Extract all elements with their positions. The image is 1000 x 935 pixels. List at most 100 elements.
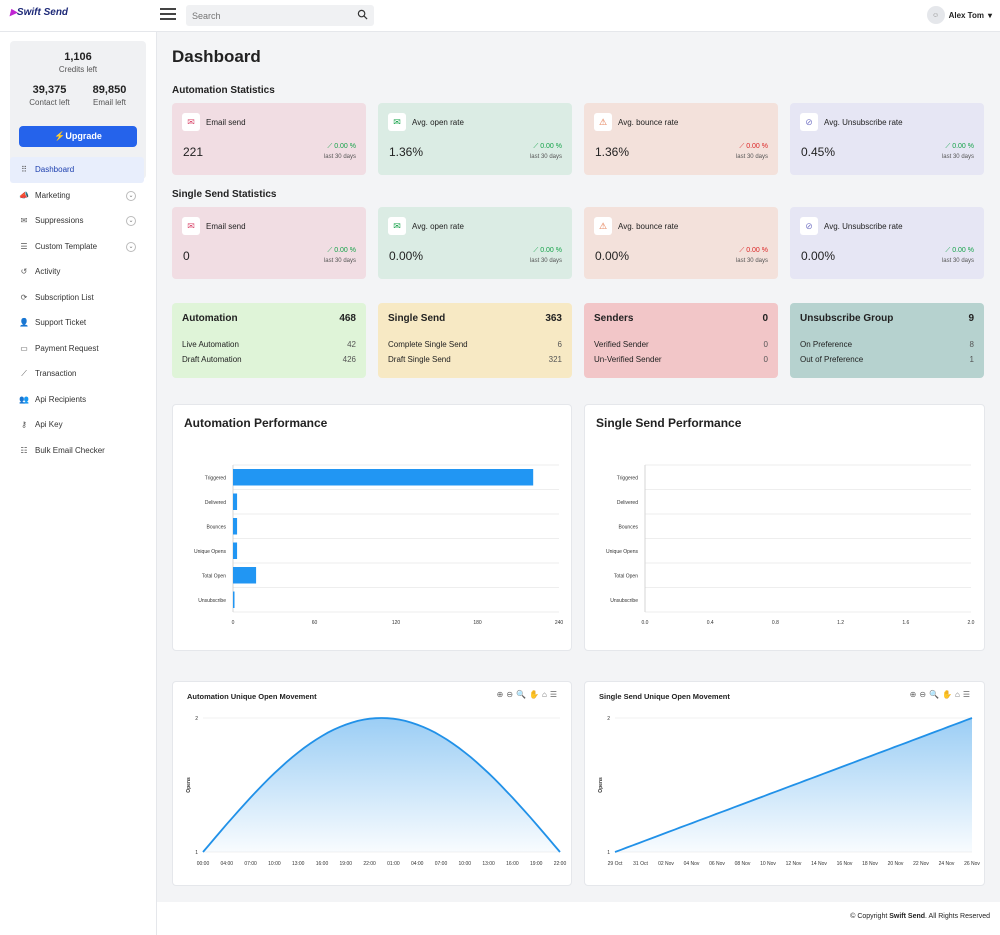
stat-change: ⟋ 0.00 %	[533, 143, 562, 151]
summary-v2: 1	[969, 355, 974, 364]
user-menu[interactable]: ☺ Alex Tom ▾	[926, 6, 992, 24]
credits-value: 1,106	[64, 51, 92, 63]
series-line[interactable]	[614, 717, 973, 853]
x-tick-label: 16:00	[316, 861, 329, 867]
sidebar-item-dashboard[interactable]: ⠿ Dashboard	[10, 157, 144, 183]
menu-toggle-icon[interactable]	[160, 8, 176, 22]
chevron-down-icon[interactable]: ⌄	[126, 216, 136, 226]
single-send-open-movement-card: Single Send Unique Open Movement ⊕ ⊖ 🔍 ✋ ⌂ ☰ …	[584, 681, 985, 886]
credits-panel: 1,106 Credits left 39,375 Contact left 8…	[10, 41, 146, 179]
sidebar-item-subscription-list[interactable]: ⟳ Subscription List	[10, 285, 144, 311]
sidebar-item-api-key[interactable]: ⚷ Api Key	[10, 412, 144, 438]
bolt-icon: ⚡	[54, 131, 66, 141]
stat-value: 1.36%	[595, 145, 630, 159]
x-tick-label: 60	[312, 620, 318, 626]
x-tick-label: 1.6	[902, 620, 909, 626]
stat-change-value: 0.00 %	[746, 143, 768, 150]
stat-change: ⟋ 0.00 %	[327, 143, 356, 151]
automation-open-movement-chart: 2 1 Opens 00:00 04:00 07:00 10:00 13:00 16:00 19:…	[186, 716, 566, 867]
home-icon[interactable]: ⌂	[954, 690, 960, 699]
chevron-down-icon[interactable]: ⌄	[126, 241, 136, 252]
sidebar-item-suppressions[interactable]: ✉ Suppressions ⌄	[10, 208, 144, 234]
y-tick-label: 1	[607, 850, 610, 856]
summary-r1: Verified Sender	[594, 340, 649, 349]
sidebar-item-label: Payment Request	[35, 343, 99, 353]
sidebar-item-custom-template[interactable]: ☰ Custom Template ⌄	[10, 234, 144, 260]
x-tick-label: 31 Oct	[633, 861, 648, 867]
zoom-in-icon[interactable]: ⊕	[909, 690, 917, 699]
menu-icon[interactable]: ☰	[549, 690, 557, 699]
stat-change: ⟋ 0.00 %	[739, 143, 768, 151]
category-label: Unique Opens	[194, 549, 226, 555]
sidebar-item-label: Transaction	[35, 369, 77, 379]
y-axis-label: Opens	[598, 777, 604, 793]
stat-change: ⟋ 0.00 %	[327, 247, 356, 255]
x-tick-label: 19:00	[340, 861, 353, 867]
sidebar-item-payment-request[interactable]: ▭ Payment Request	[10, 336, 144, 362]
bar[interactable]	[233, 567, 257, 584]
x-tick-label: 22 Nov	[913, 861, 929, 867]
home-icon[interactable]: ⌂	[541, 690, 547, 699]
logo[interactable]: ▶Swift Send	[10, 7, 68, 18]
caret-down-icon: ▾	[987, 10, 992, 20]
chevron-down-icon[interactable]: ⌄	[126, 190, 136, 201]
bar[interactable]	[233, 591, 235, 609]
sidebar-item-support-ticket[interactable]: 👤 Support Ticket	[10, 310, 144, 336]
summary-r1: On Preference	[800, 340, 853, 349]
email-left-label: Email left	[93, 98, 126, 107]
sidebar-item-label: Marketing	[35, 190, 71, 200]
stat-card: ✉ Email send 0 ⟋ 0.00 % last 30 days	[172, 207, 366, 279]
x-tick-label: 0.4	[707, 620, 714, 626]
sidebar-item-activity[interactable]: ↺ Activity	[10, 259, 144, 285]
logo-text: Swift Send	[16, 7, 69, 18]
bar[interactable]	[233, 518, 238, 535]
summary-v1: 8	[969, 340, 974, 349]
zoom-out-icon[interactable]: ⊖	[506, 690, 514, 699]
cycle-icon: ⟳	[20, 292, 28, 302]
x-tick-label: 18 Nov	[862, 861, 878, 867]
single-send-open-movement-chart: 2 1 Opens 29 Oct 31 Oct 02 Nov 04 Nov 06 Nov 08 …	[598, 716, 980, 867]
copyright-suffix: . All Rights Reserved	[925, 913, 990, 920]
stat-card: ✉ Email send 221 ⟋ 0.00 % last 30 days	[172, 103, 366, 175]
search-input[interactable]	[186, 5, 346, 26]
sidebar-item-bulk-email-checker[interactable]: ☷ Bulk Email Checker	[10, 438, 144, 464]
bar[interactable]	[233, 469, 534, 486]
footer: © Copyright Swift Send. All Rights Reser…	[157, 902, 1000, 935]
bar[interactable]	[233, 493, 238, 511]
sidebar-nav: ⠿ Dashboard 📣 Marketing ⌄ ✉ Suppressions ⌄ ☰ Cust…	[10, 157, 144, 463]
x-tick-label: 08 Nov	[735, 861, 751, 867]
x-tick-label: 19:00	[530, 861, 543, 867]
sidebar-item-transaction[interactable]: ⟋ Transaction	[10, 361, 144, 387]
avatar: ☺	[926, 6, 945, 24]
zoom-select-icon[interactable]: 🔍	[516, 690, 527, 699]
zoom-in-icon[interactable]: ⊕	[496, 690, 504, 699]
x-tick-label: 29 Oct	[608, 861, 623, 867]
sidebar-item-label: Dashboard	[35, 165, 75, 175]
single-send-open-movement-title: Single Send Unique Open Movement	[599, 692, 730, 701]
bar[interactable]	[233, 542, 238, 560]
contact-left-label: Contact left	[29, 98, 70, 107]
sidebar-item-label: Bulk Email Checker	[35, 445, 105, 455]
pan-icon[interactable]: ✋	[942, 690, 952, 699]
x-tick-label: 120	[392, 620, 401, 626]
list-icon: ☰	[20, 241, 28, 251]
sidebar-item-marketing[interactable]: 📣 Marketing ⌄	[10, 183, 144, 209]
stat-value: 221	[183, 145, 204, 159]
trend-icon: ⟋	[533, 143, 541, 150]
zoom-out-icon[interactable]: ⊖	[919, 690, 927, 699]
stat-label: Email send	[206, 222, 246, 231]
mail-open-icon: ✉	[388, 217, 406, 235]
stat-value: 0.00%	[801, 249, 836, 263]
x-tick-label: 0	[232, 620, 235, 626]
pan-icon[interactable]: ✋	[529, 690, 539, 699]
search-icon[interactable]	[357, 9, 368, 20]
upgrade-button[interactable]: ⚡Upgrade	[19, 126, 137, 147]
stat-change: ⟋ 0.00 %	[739, 247, 768, 255]
series-line[interactable]	[202, 717, 561, 853]
zoom-select-icon[interactable]: 🔍	[929, 690, 940, 699]
single-send-performance-title: Single Send Performance	[596, 416, 742, 430]
sidebar-item-api-recipients[interactable]: 👥 Api Recipients	[10, 387, 144, 413]
menu-icon[interactable]: ☰	[962, 690, 970, 699]
trend-icon: ⟋	[739, 143, 747, 150]
mail-send-icon: ✉	[182, 113, 200, 131]
